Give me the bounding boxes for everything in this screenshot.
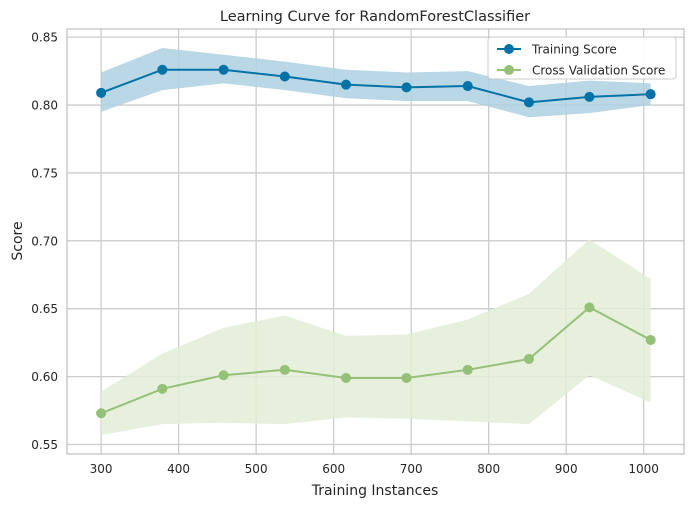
cross-validation-score-point: [584, 302, 595, 313]
y-tick-label: 0.75: [31, 166, 58, 180]
y-tick-label: 0.60: [31, 370, 58, 384]
cross-validation-score-point: [645, 334, 656, 345]
cross-validation-score-point: [157, 383, 168, 394]
x-tick-label: 300: [90, 462, 113, 476]
training-score-point: [584, 91, 595, 102]
training-score-point: [645, 89, 656, 100]
cross-validation-score-point: [523, 353, 534, 364]
cross-validation-score-point: [279, 364, 290, 375]
x-tick-label: 600: [322, 462, 345, 476]
training-score-point: [401, 82, 412, 93]
training-score-band: [101, 48, 651, 118]
cross-validation-score-point: [462, 364, 473, 375]
x-tick-label: 1000: [628, 462, 659, 476]
x-tick-label: 900: [555, 462, 578, 476]
training-score-point: [218, 64, 229, 75]
cross-validation-score-point: [341, 372, 352, 383]
training-score-point: [96, 87, 107, 98]
cross-validation-score-band: [101, 239, 651, 435]
cross-validation-score-point: [96, 408, 107, 419]
y-axis-label: Score: [10, 221, 26, 260]
training-score-line: [100, 68, 651, 104]
legend-training-score-swatch-marker: [504, 44, 514, 54]
legend-cross-validation-score-swatch-marker: [504, 65, 514, 75]
y-tick-label: 0.65: [31, 302, 58, 316]
x-axis-label: Training Instances: [311, 483, 439, 499]
legend-cross-validation-score-label: Cross Validation Score: [532, 64, 665, 78]
x-tick-label: 800: [477, 462, 500, 476]
y-tick-label: 0.55: [31, 438, 58, 452]
cross-validation-score-line: [100, 306, 652, 415]
legend-box: [487, 36, 677, 80]
training-score-point: [462, 81, 473, 92]
cross-validation-score-point: [401, 372, 412, 383]
chart-title: Learning Curve for RandomForestClassifie…: [220, 9, 530, 25]
x-tick-label: 700: [400, 462, 423, 476]
training-score-point: [341, 79, 352, 90]
plot-frame: [66, 28, 685, 455]
training-score-point: [279, 71, 290, 82]
y-tick-label: 0.80: [31, 99, 58, 113]
training-score-point: [157, 64, 168, 75]
x-tick-label: 500: [245, 462, 268, 476]
legend-training-score-label: Training Score: [531, 43, 617, 57]
cross-validation-score-point: [218, 370, 229, 381]
y-tick-label: 0.85: [31, 31, 58, 45]
training-score-point: [523, 97, 534, 108]
y-tick-label: 0.70: [31, 234, 58, 248]
x-tick-label: 400: [167, 462, 190, 476]
